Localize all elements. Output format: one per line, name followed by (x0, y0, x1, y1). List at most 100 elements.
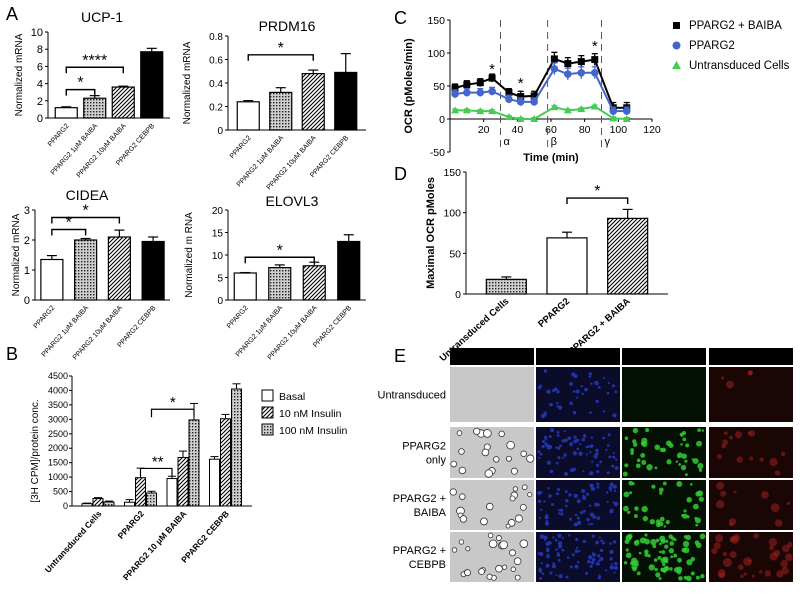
data-point (504, 113, 513, 121)
nucleus-dot (611, 384, 616, 388)
nucleus-dot (588, 375, 592, 378)
bar (546, 237, 588, 295)
bar (54, 107, 78, 119)
panel-label-c: C (394, 8, 407, 28)
x-tick-label: PPARG2 CEBPB (117, 304, 158, 349)
significance-label: * (489, 61, 495, 78)
ucp1-signal (753, 533, 759, 539)
series-line (454, 90, 493, 95)
bodipy-dot (634, 514, 638, 518)
nucleus-dot (557, 509, 561, 512)
significance-label: * (277, 242, 283, 259)
nucleus-dot (558, 544, 563, 549)
bodipy-dot (691, 458, 694, 461)
data-point (550, 55, 558, 63)
x-tick-label: 20 (478, 124, 490, 136)
nucleus-dot (574, 513, 578, 517)
data-point (488, 107, 497, 115)
bodipy-dot (652, 544, 657, 549)
nucleus-dot (589, 444, 594, 448)
nucleus-dot (576, 520, 582, 525)
nucleus-dot (581, 437, 586, 442)
nucleus-dot (582, 434, 587, 438)
nucleus-dot (594, 380, 599, 386)
bodipy-dot (641, 440, 648, 448)
bar (301, 72, 325, 131)
nucleus-dot (596, 516, 601, 520)
y-tick-label: 2 (37, 96, 43, 108)
x-axis-label: Time (min) (523, 152, 579, 164)
bodipy-dot (659, 535, 666, 542)
bodipy-dot (660, 557, 667, 564)
nucleus-dot (589, 564, 593, 568)
nucleus-dot (556, 401, 559, 405)
micrograph-tile (536, 427, 620, 478)
data-point (563, 106, 572, 114)
ucp1-signal (758, 570, 763, 574)
nucleus-dot (609, 565, 614, 570)
y-tick-label: 20 (212, 206, 224, 217)
bodipy-dot (653, 558, 658, 562)
lipid-droplet (458, 539, 465, 545)
nucleus-dot (610, 563, 613, 566)
y-tick-label: 150 (443, 167, 461, 179)
bodipy-dot (684, 473, 688, 477)
bar (231, 388, 242, 507)
bodipy-dot (659, 516, 665, 522)
nucleus-dot (606, 500, 609, 503)
nucleus-dot (609, 542, 612, 545)
chart-title: UCP-1 (81, 9, 123, 25)
bar (220, 418, 231, 507)
bodipy-dot (664, 544, 669, 549)
nucleus-dot (556, 405, 559, 408)
nucleus-dot (568, 493, 572, 497)
bodipy-dot (642, 515, 649, 522)
legend-marker (673, 22, 680, 29)
bodipy-dot (698, 468, 703, 472)
bodipy-dot (634, 506, 639, 511)
y-tick-label: 1500 (48, 458, 68, 468)
legend-label: PPARG2 + BAIBA (689, 20, 782, 32)
bodipy-dot (641, 505, 648, 513)
nucleus-dot (585, 571, 589, 575)
ucp1-signal (715, 500, 725, 509)
nucleus-dot (573, 467, 577, 471)
x-tick-label: 120 (643, 124, 661, 136)
lipid-droplet (519, 539, 529, 548)
bodipy-dot (700, 573, 705, 579)
nucleus-dot (548, 494, 552, 498)
ucp1-signal (770, 503, 780, 513)
nucleus-dot (614, 390, 618, 394)
significance-label: * (592, 38, 598, 55)
nucleus-dot (552, 562, 556, 565)
bodipy-dot (677, 455, 680, 459)
row-label: CEBPB (409, 559, 446, 571)
y-tick-label: 0.4 (209, 79, 223, 90)
y-axis-label: [3H CPM]/protein conc. (30, 399, 41, 502)
ucp1-signal (728, 518, 737, 526)
data-point (530, 115, 539, 122)
data-point (463, 88, 471, 97)
nucleus-dot (586, 445, 590, 449)
bodipy-dot (697, 462, 704, 470)
ucp1-signal (769, 457, 778, 467)
nucleus-dot (614, 561, 618, 566)
y-tick-label: 8 (37, 44, 43, 56)
nucleus-dot (549, 541, 552, 545)
nucleus-dot (561, 548, 565, 552)
nucleus-dot (568, 534, 571, 537)
ucp1-signal (713, 542, 721, 550)
bodipy-dot (659, 542, 662, 546)
x-tick-label: PPARG2 (226, 305, 250, 330)
nucleus-dot (546, 389, 551, 394)
significance-bracket (139, 467, 173, 477)
y-tick-label: 0 (439, 114, 445, 126)
bodipy-dot (669, 541, 675, 546)
bodipy-dot (683, 535, 688, 539)
y-tick-label: 0 (455, 289, 461, 301)
nucleus-dot (543, 369, 548, 373)
x-tick-label: PPARG2 (47, 123, 71, 148)
lipid-droplet (449, 488, 457, 496)
bar (81, 503, 93, 507)
bodipy-dot (684, 459, 688, 463)
